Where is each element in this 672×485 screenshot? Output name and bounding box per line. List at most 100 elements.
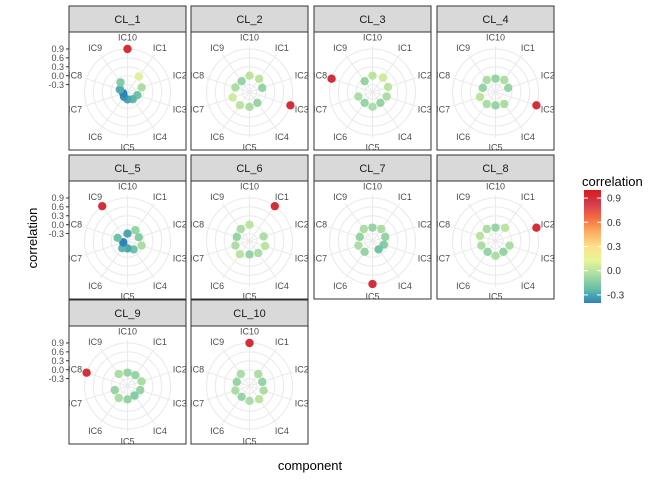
data-point [477, 241, 486, 250]
grid-spoke [372, 91, 400, 130]
category-tick-label: IC1 [153, 337, 167, 347]
legend: correlation 0.9 0.6 0.3 0.0 -0.3 [582, 174, 643, 303]
data-point [376, 98, 385, 108]
facet-strip [190, 299, 309, 327]
category-tick-label: IC9 [210, 43, 224, 53]
category-tick-label: IC7 [68, 253, 82, 263]
grid-spoke [451, 226, 496, 242]
category-tick-label: IC7 [190, 253, 204, 263]
category-tick-label: IC10 [240, 33, 259, 43]
facet-strip [68, 154, 187, 182]
category-tick-label: IC5 [242, 437, 256, 447]
data-point [482, 224, 491, 234]
y-tick-label: 0.6 [51, 202, 64, 212]
data-point [258, 377, 267, 387]
category-tick-label: IC7 [436, 253, 450, 263]
legend-tick-label: 0.0 [607, 266, 621, 277]
grid-spoke [205, 385, 250, 401]
data-point [359, 224, 368, 234]
grid-spoke [205, 77, 250, 93]
legend-tick-label: 0.6 [607, 218, 621, 229]
grid-spoke [345, 203, 373, 242]
grid-spoke [205, 240, 250, 256]
grid-spoke [249, 240, 294, 256]
category-tick-label: IC4 [398, 281, 412, 291]
grid-spoke [495, 77, 540, 93]
category-tick-label: IC6 [88, 281, 102, 291]
grid-spoke [222, 91, 250, 130]
grid-spoke [495, 240, 523, 279]
data-point [491, 101, 500, 110]
facet-strip [436, 154, 555, 182]
facet-panel: CL_8 IC1 IC2 IC3 IC4 IC5 IC6 IC7 IC8 IC9 IC10 [436, 154, 555, 302]
category-tick-label: IC6 [210, 132, 224, 142]
y-tick-label: 0.9 [51, 193, 64, 203]
category-tick-label: IC9 [210, 337, 224, 347]
facet-panel: CL_4 IC1 IC2 IC3 IC4 IC5 IC6 IC7 IC8 IC9 IC10 [436, 5, 555, 153]
grid-spoke [249, 385, 277, 424]
category-tick-label: IC2 [541, 220, 555, 230]
data-point [378, 73, 388, 82]
category-tick-label: IC5 [365, 143, 379, 153]
facet-strip-label: CL_6 [236, 163, 262, 175]
data-point [368, 223, 377, 232]
grid-spoke [127, 203, 155, 242]
grid-spoke [451, 240, 496, 256]
y-tick-label: 0.0 [51, 71, 64, 81]
data-point [123, 229, 132, 238]
facet-panel: CL_9IC1IC2IC3IC4IC5IC6IC7IC8IC9IC100.90.… [48, 299, 187, 447]
data-point [374, 245, 383, 254]
category-tick-label: IC4 [153, 426, 167, 436]
grid-spoke [372, 54, 400, 93]
grid-spoke [205, 226, 250, 242]
grid-spoke [249, 226, 294, 242]
category-tick-label: IC2 [173, 71, 187, 81]
grid-spoke [468, 203, 496, 242]
category-tick-label: IC8 [436, 220, 450, 230]
data-point [532, 223, 541, 232]
data-point [475, 231, 485, 241]
data-point [383, 82, 393, 92]
grid-spoke [468, 91, 496, 130]
grid-spoke [345, 240, 373, 279]
category-tick-label: IC9 [210, 192, 224, 202]
grid-spoke [222, 385, 250, 424]
category-tick-label: IC10 [363, 33, 382, 43]
category-tick-label: IC8 [313, 220, 327, 230]
grid-spoke [451, 91, 496, 107]
data-point [253, 98, 262, 108]
legend-tick-label: -0.3 [607, 290, 625, 301]
category-tick-label: IC3 [541, 104, 555, 114]
category-tick-label: IC3 [418, 104, 432, 114]
grid-spoke [100, 385, 128, 424]
category-tick-label: IC10 [118, 327, 137, 337]
category-tick-label: IC4 [275, 281, 289, 291]
y-tick-label: 0.3 [51, 211, 64, 221]
data-point [231, 241, 240, 250]
x-axis-title: component [278, 458, 343, 473]
data-point [137, 241, 146, 250]
data-point [491, 74, 500, 83]
category-tick-label: IC1 [275, 192, 289, 202]
data-point [131, 370, 140, 380]
category-tick-label: IC4 [398, 132, 412, 142]
facet-strip-label: CL_1 [114, 14, 140, 26]
data-point [113, 233, 122, 242]
data-point [491, 251, 500, 261]
category-tick-label: IC8 [190, 71, 204, 81]
grid-spoke [249, 371, 294, 387]
category-tick-label: IC9 [456, 192, 470, 202]
data-point [123, 44, 132, 54]
legend-title: correlation [582, 174, 643, 189]
category-tick-label: IC3 [173, 253, 187, 263]
data-point [475, 92, 485, 102]
data-point [134, 72, 144, 81]
data-point [254, 395, 264, 404]
grid-spoke [249, 77, 294, 93]
category-tick-label: IC9 [456, 43, 470, 53]
data-point [482, 99, 491, 109]
category-tick-label: IC5 [120, 437, 134, 447]
y-axis-title: correlation [25, 208, 40, 269]
grid-spoke [100, 54, 128, 93]
y-tick-label: -0.3 [48, 80, 64, 90]
